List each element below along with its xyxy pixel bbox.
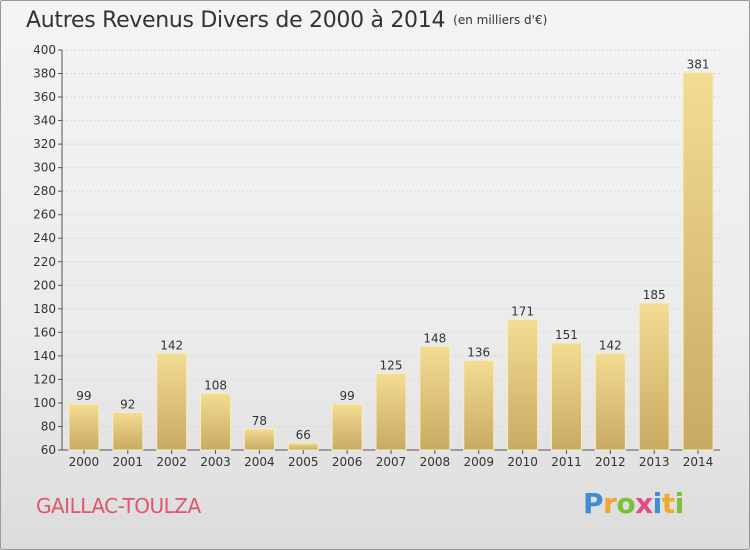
bar xyxy=(550,342,582,451)
bar-value-label: 99 xyxy=(76,389,91,403)
x-tick-label: 2001 xyxy=(113,455,144,469)
x-tick-label: 2012 xyxy=(595,455,626,469)
x-tick-label: 2014 xyxy=(683,455,714,469)
x-tick-label: 2009 xyxy=(463,455,494,469)
bar xyxy=(507,318,539,451)
x-tick-label: 2007 xyxy=(376,455,407,469)
bar-value-label: 142 xyxy=(599,339,622,353)
bar-value-label: 148 xyxy=(423,331,446,345)
bar xyxy=(112,411,144,451)
commune-name: GAILLAC-TOULZA xyxy=(36,494,201,518)
y-tick-label: 120 xyxy=(33,372,56,386)
x-tick-label: 2013 xyxy=(639,455,670,469)
x-tick-label: 2003 xyxy=(200,455,231,469)
bar xyxy=(243,428,275,451)
y-tick-label: 220 xyxy=(33,255,56,269)
bar xyxy=(200,393,232,451)
bar-value-label: 136 xyxy=(467,346,490,360)
x-tick-label: 2000 xyxy=(69,455,100,469)
bar xyxy=(287,442,319,451)
y-tick-label: 180 xyxy=(33,302,56,316)
bar xyxy=(156,353,188,451)
y-tick-label: 160 xyxy=(33,325,56,339)
bar xyxy=(375,373,407,451)
x-tick-label: 2006 xyxy=(332,455,363,469)
logo-letter: o xyxy=(616,487,636,520)
bar xyxy=(594,353,626,451)
y-tick-label: 80 xyxy=(41,419,56,433)
y-tick-label: 360 xyxy=(33,90,56,104)
bar xyxy=(419,345,451,451)
chart-title: Autres Revenus Divers de 2000 à 2014 xyxy=(26,8,446,33)
logo-letter: i xyxy=(674,487,685,520)
bar xyxy=(682,71,714,451)
bar-value-label: 66 xyxy=(296,428,311,442)
bar xyxy=(68,403,100,451)
y-tick-label: 300 xyxy=(33,161,56,175)
y-tick-label: 260 xyxy=(33,208,56,222)
unit-note: (en milliers d'€) xyxy=(453,13,548,27)
y-tick-label: 140 xyxy=(33,349,56,363)
logo-letter: x xyxy=(635,487,653,520)
bar-value-label: 99 xyxy=(339,389,354,403)
bar-value-label: 108 xyxy=(204,379,227,393)
bar-value-label: 171 xyxy=(511,304,534,318)
bar-value-label: 92 xyxy=(120,397,135,411)
y-tick-label: 320 xyxy=(33,137,56,151)
x-tick-label: 2011 xyxy=(551,455,582,469)
bar-value-label: 151 xyxy=(555,328,578,342)
logo-letter: r xyxy=(603,487,617,520)
bar-value-label: 125 xyxy=(380,359,403,373)
bar xyxy=(638,302,670,451)
logo-letter: P xyxy=(583,487,604,520)
x-tick-label: 2010 xyxy=(507,455,538,469)
proxiti-logo: Proxiti xyxy=(583,487,684,520)
bar-value-label: 185 xyxy=(643,288,666,302)
y-tick-label: 340 xyxy=(33,114,56,128)
bar xyxy=(331,403,363,451)
y-tick-label: 200 xyxy=(33,278,56,292)
y-tick-label: 100 xyxy=(33,396,56,410)
x-tick-label: 2002 xyxy=(156,455,187,469)
logo-letter: i xyxy=(652,487,663,520)
x-tick-label: 2008 xyxy=(420,455,451,469)
bar-value-label: 381 xyxy=(687,57,710,71)
title-block: Autres Revenus Divers de 2000 à 2014 (en … xyxy=(26,8,547,33)
y-tick-label: 400 xyxy=(33,43,56,57)
bar xyxy=(463,360,495,451)
y-tick-label: 60 xyxy=(41,443,56,457)
bar-value-label: 142 xyxy=(160,339,183,353)
y-tick-label: 380 xyxy=(33,67,56,81)
y-tick-label: 240 xyxy=(33,231,56,245)
x-tick-label: 2004 xyxy=(244,455,275,469)
bar-value-label: 78 xyxy=(252,414,267,428)
x-tick-label: 2005 xyxy=(288,455,319,469)
y-tick-label: 280 xyxy=(33,184,56,198)
logo-letter: t xyxy=(661,487,675,520)
